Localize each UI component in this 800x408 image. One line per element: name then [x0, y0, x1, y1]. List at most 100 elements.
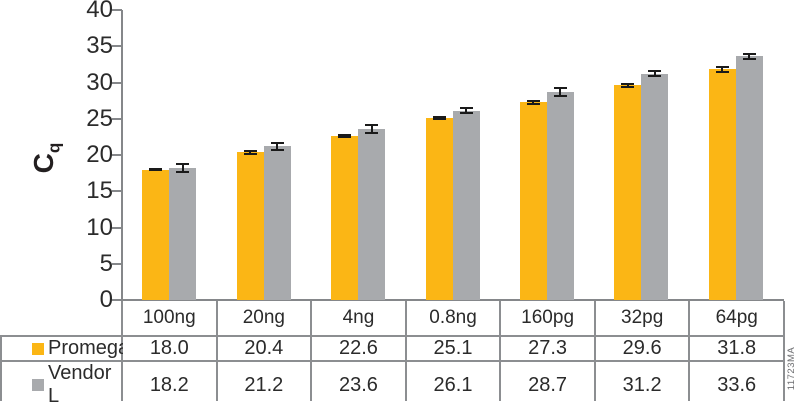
error-bar-bottom-cap [742, 58, 756, 61]
error-bar-top-cap [526, 99, 540, 102]
bar-vendor-l-100ng [169, 168, 197, 300]
table-value-promega-64pg: 31.8 [690, 337, 783, 360]
error-bar-bottom-cap [365, 131, 379, 134]
error-bar-bottom-cap [459, 112, 473, 115]
error-bar-bottom-cap [149, 169, 163, 172]
x-category-label-32pg: 32pg [596, 301, 691, 335]
error-bar-stem [721, 67, 724, 72]
legend-swatch-promega [32, 342, 44, 355]
bar-vendor-l-20ng [263, 146, 291, 300]
error-bar-stem [181, 164, 184, 172]
bar-vendor-l-0.8ng [452, 110, 480, 300]
figure-id-wrap: 11723MA [783, 335, 800, 401]
x-category-label-20ng: 20ng [218, 301, 313, 335]
y-tick-label-10: 10 [86, 213, 113, 241]
y-tick-label-25: 25 [86, 104, 113, 132]
error-bar-stem [276, 143, 279, 150]
error-bar-bottom-cap [526, 102, 540, 105]
y-tick-mark-25 [112, 117, 122, 120]
y-tick-label-5: 5 [99, 249, 113, 277]
legend-cell-promega: Promega [2, 337, 129, 360]
error-bar-top-cap [365, 124, 379, 127]
bar-promega-100ng [142, 169, 170, 300]
x-category-label-100ng: 100ng [123, 301, 218, 335]
table-value-promega-160pg: 27.3 [501, 337, 594, 360]
error-bar-stem [343, 135, 346, 138]
error-bar-bottom-cap [553, 94, 567, 97]
data-table: Promega 18.0 20.4 22.6 25.1 27.3 29.6 31.8 Vendo… [0, 335, 785, 408]
error-bar-stem [626, 83, 629, 88]
table-value-vendor-l-20ng: 21.2 [217, 362, 311, 408]
bar-vendor-l-32pg [641, 73, 669, 300]
error-bar-bottom-cap [243, 152, 257, 155]
y-tick-label-15: 15 [86, 177, 113, 205]
bar-promega-20ng [236, 152, 264, 300]
x-category-label-4ng: 4ng [312, 301, 407, 335]
legend-label-promega: Promega [48, 337, 130, 359]
error-bar-stem [653, 71, 656, 77]
error-bar-top-cap [270, 142, 284, 145]
y-tick-mark-0 [112, 299, 122, 301]
error-bar-stem [532, 100, 535, 104]
table-value-vendor-l-160pg: 28.7 [501, 362, 594, 408]
figure-id-label: 11723MA [786, 346, 797, 390]
error-bar-bottom-cap [715, 70, 729, 73]
error-bar-top-cap [715, 66, 729, 69]
table-value-vendor-l-0.8ng: 26.1 [406, 362, 500, 408]
bar-promega-64pg [708, 69, 736, 300]
error-bar-bottom-cap [648, 75, 662, 78]
y-tick-label-20: 20 [86, 141, 113, 168]
error-bar-top-cap [553, 86, 567, 89]
table-value-vendor-l-32pg: 31.2 [595, 362, 689, 408]
table-value-promega-20ng: 20.4 [217, 337, 311, 360]
table-value-vendor-l-4ng: 23.6 [312, 362, 405, 408]
error-bar-bottom-cap [621, 86, 635, 89]
error-bar-bottom-cap [270, 148, 284, 151]
x-category-label-160pg: 160pg [501, 301, 596, 335]
table-value-promega-100ng: 18.0 [123, 337, 216, 360]
y-tick-mark-30 [112, 81, 122, 84]
y-tick-label-30: 30 [86, 68, 113, 96]
error-bar-stem [465, 108, 467, 114]
y-tick-mark-20 [112, 154, 122, 156]
table-value-vendor-l-100ng: 18.2 [123, 362, 216, 408]
error-bar-top-cap [432, 115, 446, 118]
bar-vendor-l-4ng [358, 128, 386, 300]
y-axis-line [121, 10, 123, 301]
error-bar-top-cap [243, 149, 257, 152]
error-bar-stem [249, 150, 252, 154]
table-value-promega-32pg: 29.6 [595, 337, 689, 360]
y-tick-mark-35 [112, 45, 122, 48]
bar-promega-0.8ng [425, 118, 453, 300]
error-bar-stem [559, 87, 562, 96]
bar-promega-32pg [614, 85, 642, 300]
error-bar-bottom-cap [432, 118, 446, 121]
plot-area [122, 10, 783, 300]
table-value-promega-0.8ng: 25.1 [406, 337, 500, 360]
error-bar-stem [370, 125, 373, 133]
y-tick-mark-40 [112, 9, 122, 11]
x-category-label-64pg: 64pg [690, 301, 786, 335]
legend-cell-vendor-l: Vendor L [2, 362, 121, 408]
legend-swatch-vendor-l [32, 379, 44, 391]
error-bar-bottom-cap [176, 170, 190, 173]
y-tick-label-40: 40 [86, 0, 113, 23]
x-category-label-0.8ng: 0.8ng [407, 301, 502, 335]
error-bar-top-cap [648, 70, 662, 73]
error-bar-top-cap [621, 82, 635, 85]
y-tick-mark-15 [112, 190, 122, 193]
bar-vendor-l-64pg [735, 56, 763, 300]
x-axis-category-row: 100ng 20ng 4ng 0.8ng 160pg 32pg 64pg [121, 301, 786, 335]
y-tick-label-0: 0 [99, 286, 113, 313]
table-value-vendor-l-64pg: 33.6 [690, 362, 783, 408]
bar-promega-160pg [519, 102, 547, 300]
error-bar-stem [748, 53, 751, 60]
bar-promega-4ng [331, 136, 359, 300]
legend-label-vendor-l: Vendor L [48, 362, 112, 407]
error-bar-top-cap [459, 107, 473, 110]
error-bar-top-cap [742, 52, 756, 55]
error-bar-top-cap [149, 167, 163, 170]
x-axis-line [121, 299, 784, 301]
y-tick-mark-10 [112, 226, 122, 229]
